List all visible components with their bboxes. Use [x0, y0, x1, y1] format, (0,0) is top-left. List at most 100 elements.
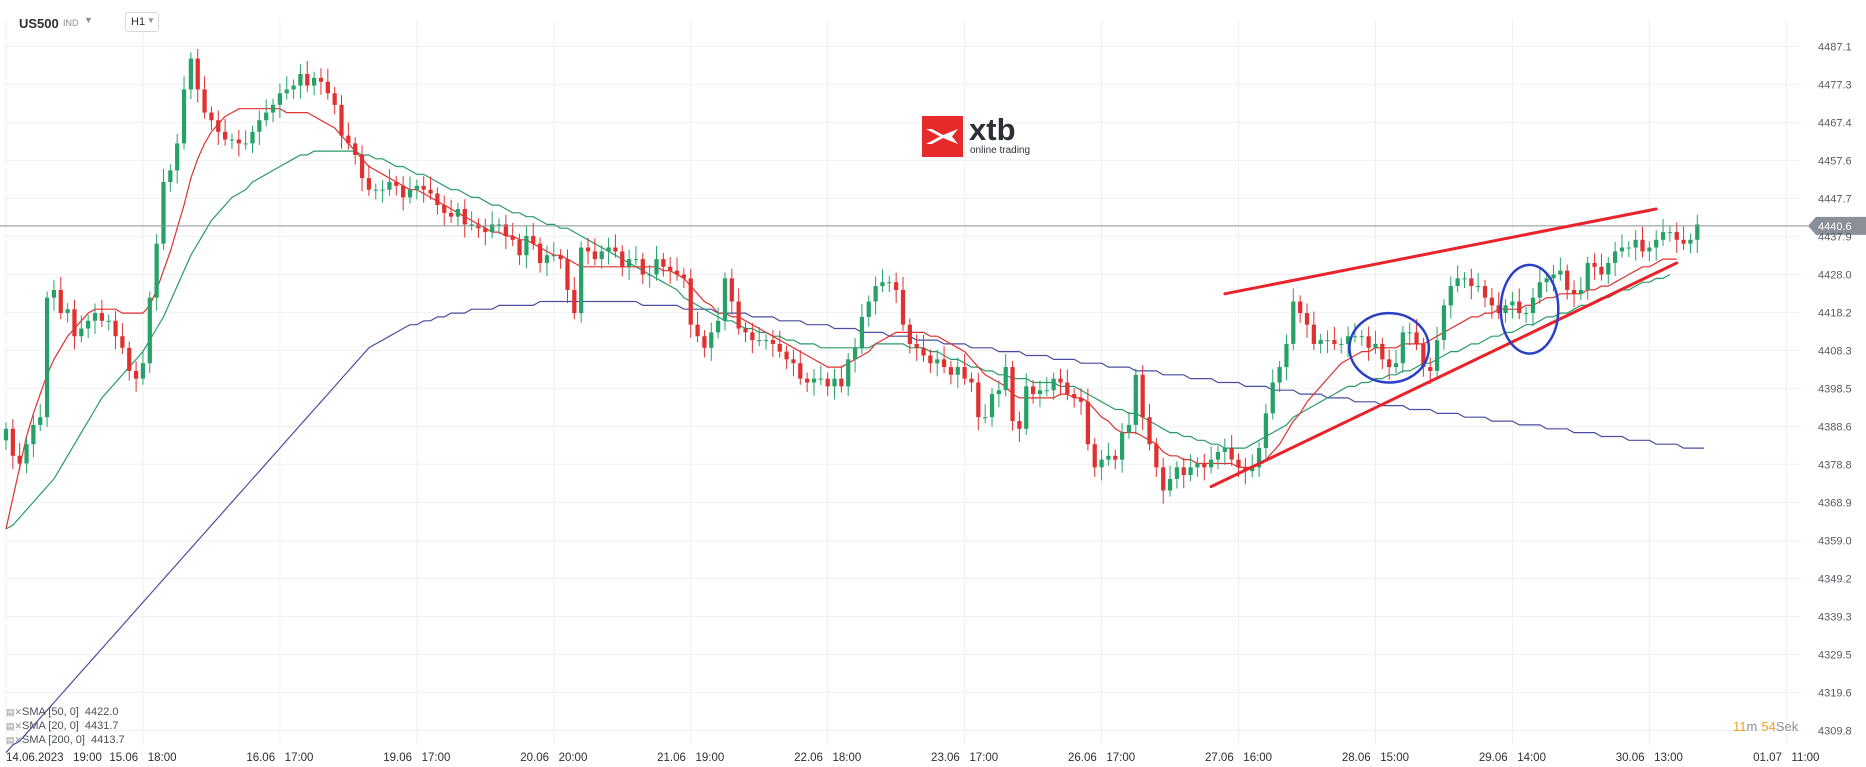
candle-body: [1078, 397, 1084, 402]
candle-body: [736, 301, 741, 329]
candle: [401, 176, 406, 211]
candle-body: [1188, 467, 1193, 476]
y-tick-label: 4418.2: [1818, 307, 1852, 319]
timeframe-select[interactable]: H1 ▼: [125, 12, 159, 32]
candle: [1325, 330, 1330, 354]
candle: [1147, 404, 1152, 451]
legend-item-sma-50[interactable]: ▤✕ SMA [50, 0] 4422.0: [6, 705, 125, 719]
candle-body: [1599, 266, 1604, 275]
candle: [715, 307, 721, 339]
candle-body: [572, 289, 577, 314]
candle: [339, 95, 344, 149]
candle: [531, 222, 536, 250]
x-tick-label: 14.06.2023 19:00: [6, 752, 102, 764]
candle-body: [894, 282, 899, 290]
candle: [1229, 434, 1234, 466]
candle-body: [1161, 467, 1166, 491]
chevron-down-icon: ▼: [147, 16, 155, 25]
candle: [469, 211, 474, 231]
upper-wedge-line: [1223, 207, 1658, 296]
candle: [99, 299, 104, 327]
candle-body: [312, 77, 317, 86]
candle-body: [154, 243, 159, 298]
candle-body: [989, 394, 995, 418]
candle-body: [1380, 343, 1385, 360]
candle-body: [777, 343, 782, 352]
candle-body: [900, 289, 906, 325]
candle: [305, 60, 310, 92]
candle: [640, 252, 645, 285]
candle-body: [1565, 270, 1570, 290]
indicator-settings-icon[interactable]: ▤✕: [6, 721, 23, 731]
candle-body: [133, 370, 139, 379]
candle-body: [1551, 274, 1556, 279]
y-tick-label: 4487.1: [1818, 42, 1852, 54]
candle-body: [1277, 367, 1282, 383]
legend-item-sma-20[interactable]: ▤✕ SMA [20, 0] 4431.7: [6, 719, 125, 733]
candle-body: [195, 58, 200, 90]
candle: [1640, 226, 1645, 258]
x-tick-label: 27.06 16:00: [1205, 752, 1272, 764]
candle: [1017, 411, 1022, 442]
candle-body: [1030, 386, 1036, 395]
candle-body: [1654, 239, 1659, 248]
legend-label: SMA [50, 0]: [22, 706, 79, 718]
candle-body: [31, 424, 36, 445]
candle: [1058, 369, 1063, 396]
candle: [866, 295, 871, 327]
candle: [1037, 380, 1043, 408]
legend-value: 4413.7: [90, 734, 125, 746]
y-tick-label: 4339.3: [1818, 612, 1852, 624]
candle-body: [1667, 232, 1673, 234]
candle: [24, 438, 29, 474]
candle-body: [1229, 448, 1234, 460]
candle-body: [1421, 343, 1426, 368]
candle-body: [1181, 467, 1186, 476]
candle-body: [10, 428, 15, 456]
candle: [1161, 457, 1166, 504]
candle: [1202, 453, 1207, 481]
candle: [1428, 357, 1433, 385]
candle-body: [1496, 305, 1501, 314]
candle-body: [1072, 394, 1077, 398]
indicator-settings-icon[interactable]: ▤✕: [6, 707, 23, 717]
candle: [1051, 372, 1056, 400]
candle-body: [1434, 340, 1440, 371]
candle: [681, 268, 687, 289]
candle: [668, 257, 673, 284]
sma-20-series: [5, 108, 1677, 530]
candle: [565, 249, 570, 304]
candle-body: [1174, 467, 1180, 479]
legend-item-sma-200[interactable]: ▤✕ SMA [200, 0] 4413.7: [6, 733, 125, 747]
candle: [757, 326, 762, 347]
candle: [983, 404, 988, 424]
candle: [1503, 299, 1508, 323]
candle-body: [1085, 401, 1091, 445]
candle: [585, 237, 591, 265]
candle-body: [983, 417, 988, 419]
candle: [606, 237, 611, 265]
candle: [1352, 323, 1358, 343]
candle-body: [421, 185, 426, 190]
candle: [579, 241, 584, 323]
indicator-settings-icon[interactable]: ▤✕: [6, 735, 23, 745]
symbol-name[interactable]: US500: [19, 16, 59, 31]
candle-body: [455, 208, 461, 217]
candle: [1030, 380, 1036, 404]
candle-body: [866, 301, 871, 317]
x-tick-label: 15.06 18:00: [109, 752, 176, 764]
candle-body: [1469, 278, 1474, 287]
candle-body: [1660, 232, 1666, 240]
candle-body: [647, 274, 652, 276]
x-tick-label: 30.06 13:00: [1616, 752, 1683, 764]
candle-body: [613, 247, 618, 252]
chevron-down-icon[interactable]: ▼: [84, 15, 93, 25]
candle: [832, 369, 837, 400]
candle: [1126, 411, 1132, 439]
candle-body: [339, 104, 344, 136]
y-tick-label: 4359.0: [1818, 536, 1852, 548]
candle-body: [1489, 297, 1494, 306]
candle: [1373, 330, 1378, 354]
candle-body: [887, 282, 892, 284]
